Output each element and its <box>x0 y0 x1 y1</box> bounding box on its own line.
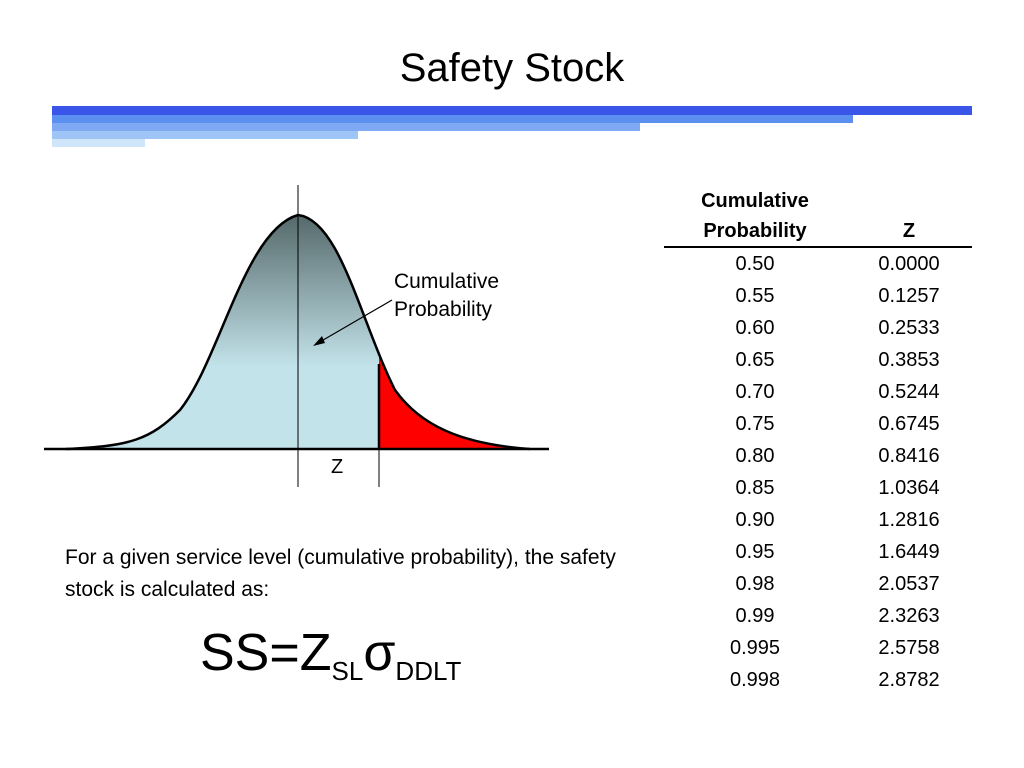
cell-cumulative-probability: 0.50 <box>735 253 775 275</box>
header-bar-3 <box>52 123 640 131</box>
safety-stock-formula: SS=ZSLσDDLT <box>200 618 461 706</box>
bell-curve-shaded-area <box>66 215 379 449</box>
cell-cumulative-probability: 0.55 <box>735 285 775 307</box>
cell-z: 0.6745 <box>878 413 940 435</box>
formula-sigma: σ <box>363 624 396 682</box>
cell-cumulative-probability: 0.998 <box>729 669 781 691</box>
cumulative-probability-callout: Cumulative Probability <box>394 268 499 324</box>
cell-cumulative-probability: 0.75 <box>735 413 775 435</box>
cell-cumulative-probability: 0.95 <box>735 541 775 563</box>
cell-cumulative-probability: 0.90 <box>735 509 775 531</box>
z-axis-label: Z <box>331 456 344 478</box>
header-bar-2 <box>52 115 853 123</box>
table-body: 0.50 0.0000 0.55 0.1257 0.60 0.2533 0.65 0.3853… <box>664 247 972 696</box>
table-row: 0.50 0.0000 <box>664 247 972 280</box>
callout-line-1: Cumulative <box>394 270 500 293</box>
cell-cumulative-probability: 0.70 <box>735 381 775 403</box>
table-row: 0.55 0.1257 <box>664 280 972 312</box>
header-cumulative-probability: Cumulative Probability <box>664 186 846 248</box>
table-row: 0.998 2.8782 <box>664 664 972 696</box>
callout-line-2: Probability <box>394 298 493 321</box>
header-bar-5 <box>52 139 145 147</box>
formula-z-subscript: SL <box>331 656 364 686</box>
table-row: 0.995 2.5758 <box>664 632 972 664</box>
cell-cumulative-probability: 0.80 <box>735 445 775 467</box>
cell-z: 0.5244 <box>878 381 940 403</box>
header-bar-1 <box>52 106 972 115</box>
header-z: Z <box>846 186 972 248</box>
cell-z: 2.0537 <box>878 573 940 595</box>
table-row: 0.99 2.3263 <box>664 600 972 632</box>
cell-cumulative-probability: 0.99 <box>735 605 775 627</box>
header-decoration-bars <box>0 0 1024 160</box>
cell-z: 0.0000 <box>878 253 940 275</box>
cell-z: 0.3853 <box>878 349 940 371</box>
table-row: 0.65 0.3853 <box>664 344 972 376</box>
table-row: 0.70 0.5244 <box>664 376 972 408</box>
cell-z: 0.1257 <box>878 285 940 307</box>
z-value-table: Cumulative Probability Z 0.50 0.0000 0.55 0.… <box>664 186 972 696</box>
table-row: 0.98 2.0537 <box>664 568 972 600</box>
header-bar-4 <box>52 131 358 139</box>
table-header-row: Cumulative Probability Z <box>664 186 972 248</box>
formula-sigma-subscript: DDLT <box>395 656 462 686</box>
cell-cumulative-probability: 0.65 <box>735 349 775 371</box>
callout-arrow <box>317 299 393 344</box>
slide-title: Safety Stock <box>399 46 625 90</box>
formula-lhs: SS <box>200 624 270 682</box>
cell-z: 2.8782 <box>878 669 940 691</box>
table-row: 0.85 1.0364 <box>664 472 972 504</box>
cell-z: 0.2533 <box>878 317 940 339</box>
table-row: 0.80 0.8416 <box>664 440 972 472</box>
cell-z: 0.8416 <box>878 445 940 467</box>
cell-z: 1.0364 <box>878 477 940 499</box>
table-row: 0.90 1.2816 <box>664 504 972 536</box>
table-row: 0.75 0.6745 <box>664 408 972 440</box>
cell-z: 1.2816 <box>878 509 940 531</box>
description-text: For a given service level (cumulative pr… <box>65 546 616 601</box>
table-row: 0.60 0.2533 <box>664 312 972 344</box>
cell-cumulative-probability: 0.60 <box>735 317 775 339</box>
cell-z: 2.5758 <box>878 637 940 659</box>
cell-z: 1.6449 <box>878 541 940 563</box>
formula-equals: = <box>269 624 300 682</box>
upper-tail-area <box>379 354 530 449</box>
cell-cumulative-probability: 0.98 <box>735 573 775 595</box>
cell-cumulative-probability: 0.995 <box>729 637 781 659</box>
cell-z: 2.3263 <box>878 605 940 627</box>
table-row: 0.95 1.6449 <box>664 536 972 568</box>
cell-cumulative-probability: 0.85 <box>735 477 775 499</box>
formula-z: Z <box>299 624 332 682</box>
callout-arrowhead <box>313 336 325 346</box>
